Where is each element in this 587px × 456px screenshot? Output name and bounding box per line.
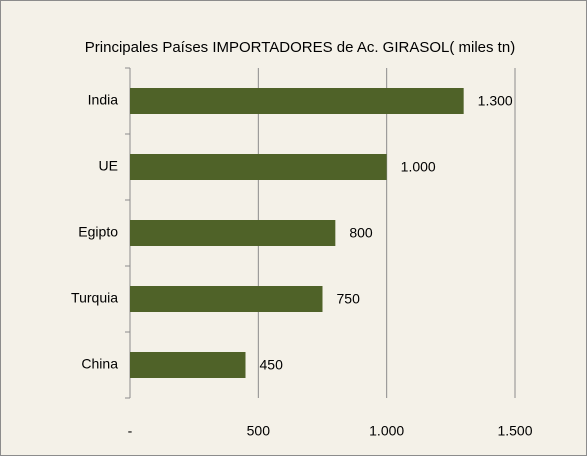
y-tick-label: China: [81, 356, 118, 372]
bar: [130, 220, 336, 246]
value-label: 750: [337, 291, 361, 307]
x-tick-label: 1.500: [497, 423, 532, 439]
bar: [130, 154, 387, 180]
chart-title: Principales Países IMPORTADORES de Ac. G…: [85, 39, 515, 56]
y-tick-label: Turquia: [71, 290, 118, 306]
y-tick-label: India: [88, 92, 119, 108]
y-tick-label: Egipto: [78, 224, 118, 240]
value-label: 450: [260, 357, 284, 373]
value-label: 800: [349, 225, 373, 241]
value-label: 1.000: [401, 159, 436, 175]
x-tick-label: -: [128, 423, 133, 439]
value-label: 1.300: [478, 93, 513, 109]
bar: [130, 286, 323, 312]
x-tick-label: 1.000: [369, 423, 404, 439]
y-tick-label: UE: [99, 158, 118, 174]
x-tick-label: 500: [247, 423, 271, 439]
bar: [130, 88, 464, 114]
bar: [130, 352, 246, 378]
